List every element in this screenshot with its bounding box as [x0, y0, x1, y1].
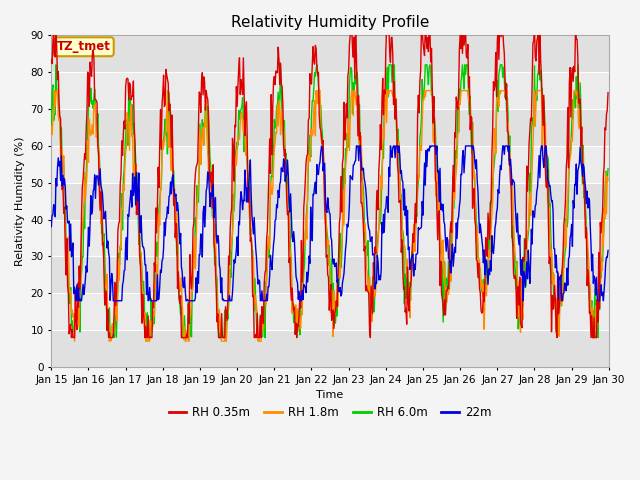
Bar [51, 36, 609, 72]
Y-axis label: Relativity Humidity (%): Relativity Humidity (%) [15, 136, 25, 266]
Bar [51, 146, 609, 183]
X-axis label: Time: Time [316, 390, 344, 400]
Bar [51, 109, 609, 146]
Title: Relativity Humidity Profile: Relativity Humidity Profile [231, 15, 429, 30]
Legend: RH 0.35m, RH 1.8m, RH 6.0m, 22m: RH 0.35m, RH 1.8m, RH 6.0m, 22m [164, 402, 496, 424]
Bar [51, 72, 609, 109]
Bar [51, 330, 609, 367]
Bar [51, 293, 609, 330]
Bar [51, 183, 609, 220]
Text: TZ_tmet: TZ_tmet [57, 40, 111, 53]
Bar [51, 256, 609, 293]
Bar [51, 220, 609, 256]
